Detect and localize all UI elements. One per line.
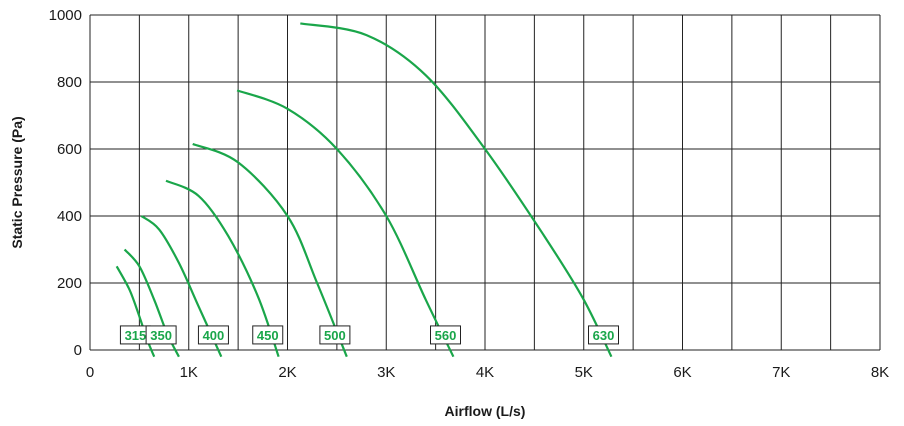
x-tick-label: 7K	[772, 364, 790, 381]
curve-label-text: 450	[257, 328, 279, 343]
tick-labels: 0 1K 2K 3K 4K 5K 6K 7K 8K 0 200 400 600 800 1000	[49, 7, 890, 381]
x-tick-label: 8K	[871, 364, 889, 381]
y-tick-label: 800	[57, 74, 82, 91]
curve-500	[193, 144, 347, 357]
x-tick-label: 5K	[575, 364, 593, 381]
y-axis-title: Static Pressure (Pa)	[9, 116, 25, 248]
curve-label-text: 630	[593, 328, 615, 343]
curve-label-text: 350	[150, 328, 172, 343]
x-tick-label: 3K	[377, 364, 395, 381]
curve-560	[237, 90, 453, 356]
grid	[90, 15, 880, 350]
x-tick-label: 6K	[673, 364, 691, 381]
curve-label-text: 560	[435, 328, 457, 343]
curve-630	[300, 23, 611, 356]
curve-label-630: 630	[589, 326, 619, 344]
y-tick-label: 400	[57, 208, 82, 225]
curve-label-350: 350	[146, 326, 176, 344]
curve-labels: 315 350 400 450 500 560 630	[120, 326, 618, 344]
y-tick-label: 1000	[49, 7, 82, 24]
y-tick-label: 0	[74, 342, 82, 359]
curve-label-text: 500	[324, 328, 346, 343]
curve-label-text: 315	[125, 328, 147, 343]
curve-label-450: 450	[253, 326, 283, 344]
x-tick-label: 1K	[180, 364, 198, 381]
x-axis-title: Airflow (L/s)	[445, 403, 526, 419]
curve-label-text: 400	[203, 328, 225, 343]
x-tick-label: 0	[86, 364, 94, 381]
curves	[117, 23, 612, 356]
curve-label-500: 500	[320, 326, 350, 344]
curve-label-400: 400	[198, 326, 228, 344]
x-tick-label: 4K	[476, 364, 494, 381]
curve-label-560: 560	[431, 326, 461, 344]
y-tick-label: 600	[57, 141, 82, 158]
x-tick-label: 2K	[278, 364, 296, 381]
y-tick-label: 200	[57, 275, 82, 292]
